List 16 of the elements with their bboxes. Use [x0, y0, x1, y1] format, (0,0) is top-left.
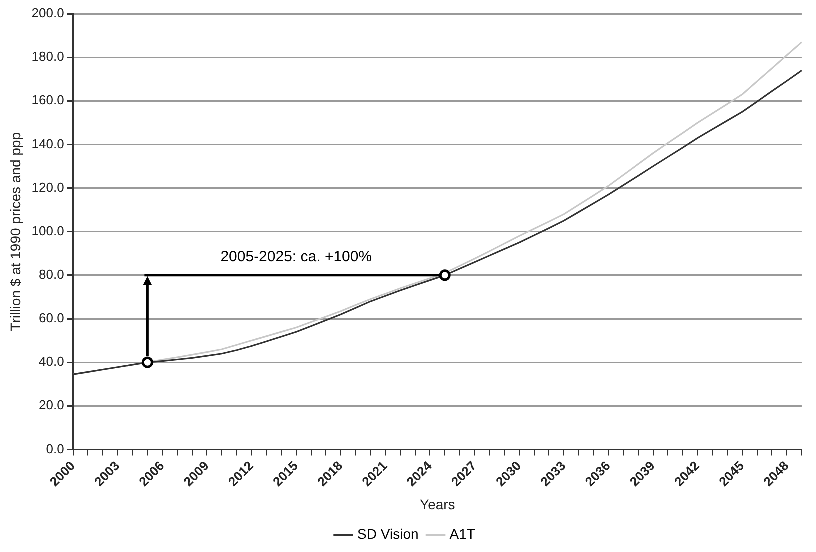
y-tick-label: 100.0: [32, 223, 64, 238]
y-tick-label: 140.0: [32, 136, 64, 152]
legend-label: SD Vision: [358, 526, 419, 542]
y-tick-label: 0.0: [46, 441, 64, 456]
annotation: 2005-2025: ca. +100%: [220, 248, 372, 266]
y-tick-label: 20.0: [39, 398, 64, 413]
y-tick-label: 160.0: [32, 92, 64, 108]
y-tick-label: 40.0: [39, 354, 64, 370]
y-tick-label: 120.0: [32, 180, 64, 195]
y-axis-title: Trillion $ at 1990 prices and ppp: [7, 132, 24, 332]
y-tick-label: 80.0: [39, 267, 64, 282]
y-tick-label: 200.0: [32, 6, 64, 21]
x-axis-title: Years: [420, 496, 456, 512]
y-tick-label: 180.0: [32, 49, 64, 64]
legend-label: A1T: [450, 526, 476, 542]
y-tick-label: 60.0: [39, 310, 64, 326]
